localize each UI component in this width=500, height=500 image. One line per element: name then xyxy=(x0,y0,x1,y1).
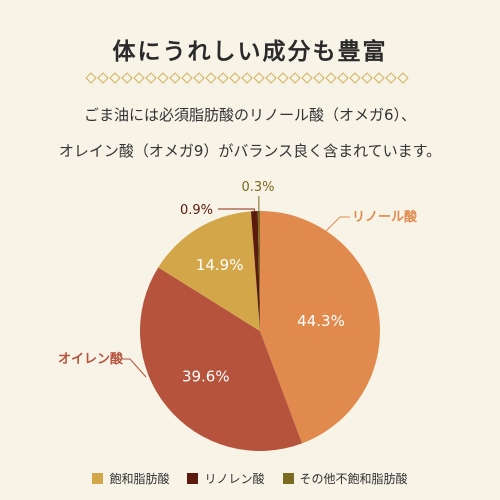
subtitle-line-1: ごま油には必須脂肪酸のリノール酸（オメガ6）、 xyxy=(83,106,417,124)
legend-item-linolenic: リノレン酸 xyxy=(187,470,265,487)
legend-swatch xyxy=(282,473,294,484)
divider-diamond xyxy=(85,72,97,84)
legend-label: 飽和脂肪酸 xyxy=(109,472,170,486)
legend-swatch xyxy=(187,473,199,484)
divider-diamond xyxy=(373,72,385,84)
pie-slice xyxy=(260,211,381,444)
divider-diamond xyxy=(217,72,229,84)
slice-value-label: 0.9% xyxy=(180,203,213,218)
divider-diamond xyxy=(205,72,217,84)
divider-diamond xyxy=(145,72,157,84)
pie-slice xyxy=(158,211,260,331)
divider-diamond xyxy=(133,72,145,84)
divider-diamond xyxy=(301,72,313,84)
divider-diamond xyxy=(157,72,169,84)
legend-swatch xyxy=(92,473,104,484)
legend-item-other-unsaturated: その他不飽和脂肪酸 xyxy=(282,470,408,487)
divider-diamond xyxy=(241,72,253,84)
page-title: 体にうれしい成分も豊富 xyxy=(112,38,388,65)
divider-diamond xyxy=(325,72,337,84)
legend-label: リノレン酸 xyxy=(204,472,265,486)
slice-value-label: 0.3% xyxy=(241,180,274,195)
slice-value-label: 44.3% xyxy=(297,312,345,330)
divider-diamond xyxy=(169,72,181,84)
diamond-divider xyxy=(85,72,409,84)
divider-diamond xyxy=(229,72,241,84)
pie-slice xyxy=(139,267,303,452)
leader-line xyxy=(218,208,255,212)
divider-diamond xyxy=(253,72,265,84)
divider-diamond xyxy=(97,72,109,84)
divider-diamond xyxy=(181,72,193,84)
legend-label: その他不飽和脂肪酸 xyxy=(299,472,408,486)
pie-slice xyxy=(257,211,260,331)
divider-diamond xyxy=(361,72,373,84)
legend-item-saturated: 飽和脂肪酸 xyxy=(92,470,169,487)
divider-diamond xyxy=(193,72,205,84)
series-label: オイレン酸 xyxy=(58,351,124,367)
series-label: リノール酸 xyxy=(352,209,418,225)
divider-diamond xyxy=(313,72,325,84)
divider-diamond xyxy=(277,72,289,84)
divider-diamond xyxy=(397,72,409,84)
pie-slice xyxy=(250,211,260,331)
leader-line xyxy=(323,216,350,234)
slice-value-label: 14.9% xyxy=(196,256,244,274)
divider-diamond xyxy=(349,72,361,84)
divider-diamond xyxy=(337,72,349,84)
divider-diamond xyxy=(289,72,301,84)
divider-diamond xyxy=(121,72,133,84)
divider-diamond xyxy=(265,72,277,84)
divider-diamond xyxy=(385,72,397,84)
slice-value-label: 39.6% xyxy=(182,367,230,385)
chart-legend: 飽和脂肪酸 リノレン酸 その他不飽和脂肪酸 xyxy=(0,470,500,487)
leader-line xyxy=(120,358,147,378)
divider-diamond xyxy=(109,72,121,84)
subtitle-line-2: オレイン酸（オメガ9）がバランス良く含まれています。 xyxy=(58,142,442,160)
